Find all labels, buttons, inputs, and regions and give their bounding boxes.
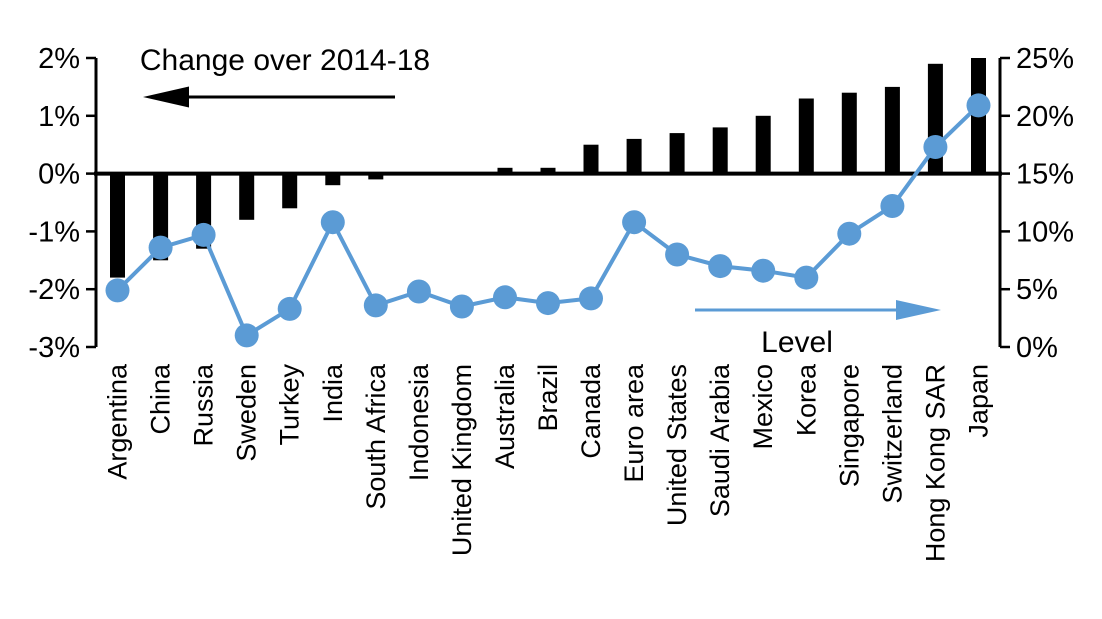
category-label-turkey: Turkey xyxy=(275,364,305,446)
bar-australia xyxy=(497,167,513,174)
bar-india xyxy=(325,173,341,186)
category-label-indonesia: Indonesia xyxy=(404,363,434,481)
bar-sweden xyxy=(239,173,255,220)
level-dot-argentina xyxy=(105,278,130,303)
category-label-brazil: Brazil xyxy=(533,364,563,432)
level-dot-united-states xyxy=(665,242,690,267)
category-label-hong-kong-sar: Hong Kong SAR xyxy=(920,364,950,562)
left-tick-label: 2% xyxy=(38,43,80,75)
level-dot-indonesia xyxy=(406,279,431,304)
category-label-mexico: Mexico xyxy=(748,364,778,450)
right-tick-label: 10% xyxy=(1016,216,1074,248)
bar-turkey xyxy=(282,173,298,209)
level-dot-mexico xyxy=(751,258,776,283)
category-label-euro-area: Euro area xyxy=(619,363,649,483)
level-dot-turkey xyxy=(277,296,302,321)
level-dot-japan xyxy=(966,93,991,118)
category-label-china: China xyxy=(146,363,176,435)
level-dot-singapore xyxy=(837,221,862,246)
left-tick-label: -2% xyxy=(28,274,80,306)
category-label-south-africa: South Africa xyxy=(361,363,391,510)
level-markers xyxy=(105,93,991,348)
category-label-argentina: Argentina xyxy=(103,363,133,480)
bar-series-annotation-label: Change over 2014-18 xyxy=(140,44,430,77)
level-dot-saudi-arabia xyxy=(708,254,733,279)
left-tick-label: 1% xyxy=(38,101,80,133)
level-dot-canada xyxy=(579,286,603,311)
bar-switzerland xyxy=(884,86,900,174)
plot-area: 2% 1% 0% -1% -2% -3% 25% 20% 15% 10% 5% 0% Argentina… xyxy=(28,43,1074,562)
level-dot-south-africa xyxy=(363,293,388,318)
right-tick-label: 15% xyxy=(1016,159,1074,191)
left-tick-label: -1% xyxy=(28,216,80,248)
level-dot-hong-kong-sar xyxy=(923,135,948,159)
bar-euro-area xyxy=(626,138,642,174)
category-label-russia: Russia xyxy=(189,363,219,447)
category-label-singapore: Singapore xyxy=(834,364,864,487)
category-label-korea: Korea xyxy=(791,363,821,436)
category-label-australia: Australia xyxy=(490,363,520,469)
right-tick-label: 20% xyxy=(1016,101,1074,133)
bar-saudi-arabia xyxy=(712,127,728,174)
right-tick-label: 0% xyxy=(1016,332,1058,364)
category-label-india: India xyxy=(318,363,348,423)
bar-mexico xyxy=(755,115,771,174)
left-tick-label: -3% xyxy=(28,332,80,364)
bar-united-states xyxy=(669,133,685,174)
level-dot-russia xyxy=(191,222,216,247)
right-tick-label: 25% xyxy=(1016,43,1074,75)
level-dot-australia xyxy=(493,285,517,310)
category-label-saudi-arabia: Saudi Arabia xyxy=(705,363,735,517)
category-label-canada: Canada xyxy=(576,363,606,459)
right-tick-label: 5% xyxy=(1016,274,1058,306)
bars-layer xyxy=(110,58,986,278)
left-arrow-icon xyxy=(143,86,395,108)
bar-south-africa xyxy=(368,173,384,180)
category-label-united-kingdom: United Kingdom xyxy=(447,364,477,556)
level-dot-china xyxy=(148,235,173,260)
category-labels: Argentina China Russia Sweden Turkey India Sou… xyxy=(103,363,994,562)
bar-brazil xyxy=(540,167,556,174)
level-dot-switzerland xyxy=(880,194,905,218)
level-dot-sweden xyxy=(234,323,259,348)
right-axis-ticks: 25% 20% 15% 10% 5% 0% xyxy=(1000,43,1074,364)
bar-singapore xyxy=(841,92,857,174)
level-dot-india xyxy=(320,210,345,235)
category-label-united-states: United States xyxy=(662,364,692,526)
level-dot-brazil xyxy=(536,291,560,316)
category-label-switzerland: Switzerland xyxy=(877,364,907,504)
bar-canada xyxy=(583,144,599,174)
bar-korea xyxy=(798,98,814,174)
left-axis-ticks: 2% 1% 0% -1% -2% -3% xyxy=(28,43,96,364)
line-series-annotation-label: Level xyxy=(761,326,833,359)
left-tick-label: 0% xyxy=(38,159,80,191)
category-label-sweden: Sweden xyxy=(232,364,262,462)
level-dot-korea xyxy=(794,265,819,290)
level-dot-united-kingdom xyxy=(449,294,474,319)
right-arrow-icon xyxy=(695,300,941,320)
level-dot-euro-area xyxy=(622,210,647,235)
category-label-japan: Japan xyxy=(964,364,994,438)
bar-argentina xyxy=(110,173,125,278)
